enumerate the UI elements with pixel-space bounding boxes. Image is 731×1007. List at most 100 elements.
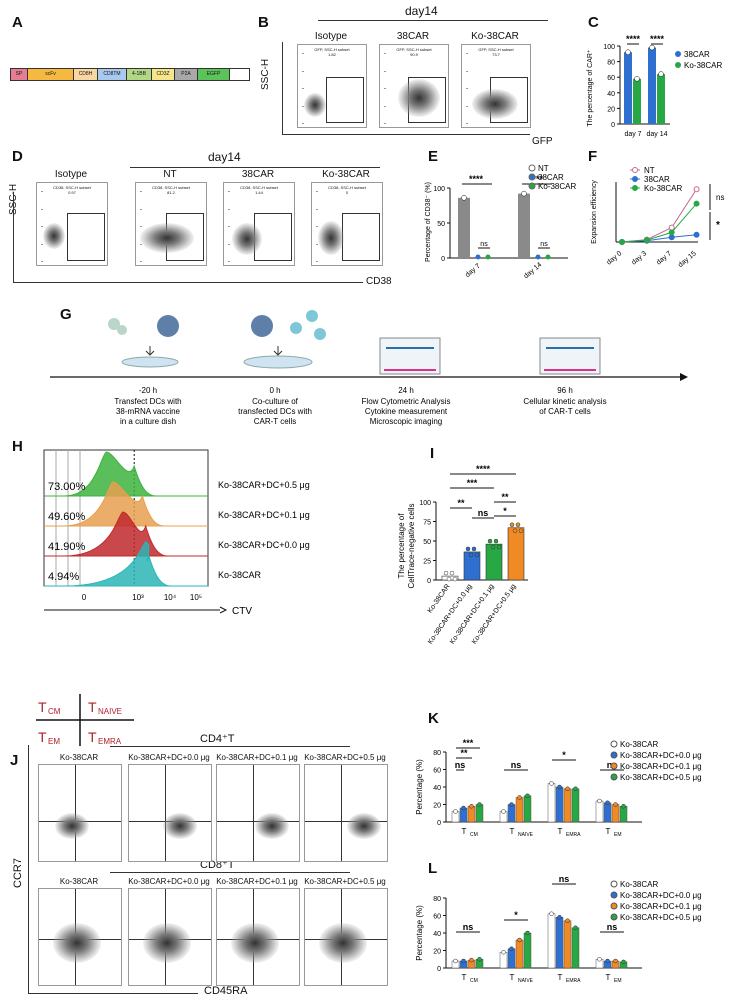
c-xlabel: day 14 bbox=[646, 131, 667, 138]
g-desc-1-1: transfected DCs with bbox=[238, 407, 312, 416]
panel-d-ko-38car-gate bbox=[342, 213, 380, 261]
e-bar-nt-1 bbox=[518, 193, 530, 258]
f-point bbox=[619, 239, 625, 245]
panel-b-38car-gate-name: GFP, SSC-H subset bbox=[396, 47, 432, 52]
l-xlabel-sub-0: CM bbox=[470, 978, 478, 984]
l-point bbox=[469, 957, 474, 963]
f-legend-dot bbox=[632, 167, 638, 173]
g-instrument-1 bbox=[539, 337, 601, 375]
construct-segment-egfp: EGFP bbox=[198, 69, 230, 80]
i-point bbox=[474, 552, 480, 558]
panel-b-38car-ytick-2 bbox=[384, 88, 386, 89]
l-point bbox=[613, 958, 618, 964]
e-low-point bbox=[485, 254, 491, 260]
panel-b-isotype-plot: GFP, SSC-H subset 1.82 bbox=[297, 44, 367, 128]
l-bar-1-2 bbox=[515, 939, 524, 969]
g-desc-2-2: Microscopic imaging bbox=[370, 417, 442, 426]
f-point bbox=[668, 224, 675, 231]
l-ylabel: Percentage (%) bbox=[415, 905, 424, 961]
e-legend-1: 38CAR bbox=[538, 173, 564, 182]
i-point bbox=[452, 576, 458, 582]
panel-letter-i: I bbox=[430, 445, 435, 462]
i-point bbox=[468, 552, 474, 558]
panel-b-isotype-ytick-1 bbox=[302, 70, 304, 72]
l-point bbox=[461, 958, 466, 964]
panel-d-nt-gate-value: 81.2 bbox=[167, 190, 175, 195]
i-point bbox=[493, 538, 499, 544]
i-point bbox=[512, 528, 518, 533]
k-point bbox=[509, 802, 514, 807]
k-bar-2-1 bbox=[555, 786, 564, 823]
f-point bbox=[668, 229, 675, 236]
k-bar-3-1 bbox=[603, 802, 612, 823]
panel-d-nt-gate-name: CD38, SSC-H subset bbox=[152, 185, 190, 190]
i-point bbox=[487, 538, 493, 544]
k-xlabel-sub-0: CM bbox=[470, 832, 478, 838]
construct-segment-cd3z: CD3Z bbox=[152, 69, 175, 80]
c-sig: **** bbox=[626, 34, 641, 44]
c-point bbox=[649, 44, 655, 51]
panel-d-nt-density-0 bbox=[140, 223, 194, 253]
i-point bbox=[509, 522, 515, 527]
k-ytick-label: 60 bbox=[433, 768, 441, 775]
cd45ra-label: CD45RA bbox=[204, 985, 248, 997]
e-sig: **** bbox=[469, 174, 484, 184]
k-bar-3-3 bbox=[619, 806, 628, 823]
panel-d-ko-38car-ytick-3 bbox=[316, 243, 318, 245]
panel-d-nt-ytick-3 bbox=[140, 243, 142, 245]
l-ytick-label: 0 bbox=[437, 966, 441, 973]
panel-c-chart: 0 20 40 60 80 100 The percentage of CAR⁺ day 7 *… bbox=[587, 34, 722, 138]
i-sig-0: **** bbox=[476, 464, 491, 474]
panel-d-isotype-ytick-2 bbox=[41, 226, 43, 227]
l-bar-2-0 bbox=[547, 913, 556, 969]
panel-j-cd8-2-title: Ko-38CAR+DC+0.1 μg bbox=[216, 877, 298, 886]
f-line-2 bbox=[621, 203, 697, 243]
panel-d-nt-ytick-0 bbox=[140, 191, 142, 192]
l-bar-1-3 bbox=[523, 932, 532, 969]
h-xlabel: CTV bbox=[232, 606, 252, 617]
e-legend-dot bbox=[528, 173, 536, 181]
k-sig-2: ns bbox=[455, 760, 466, 770]
c-ytick-label: 40 bbox=[607, 91, 615, 98]
panel-b-38car-title: 38CAR bbox=[396, 31, 430, 42]
k-point bbox=[621, 804, 626, 809]
k-legend-dot bbox=[610, 751, 618, 759]
e-ylabel: Percentage of CD38⁻ (%) bbox=[425, 182, 432, 262]
panel-b-38car-ytick-4 bbox=[384, 123, 386, 124]
panel-b-ko-38car-plot: GFP, SSC-H subset 73.7 bbox=[461, 44, 531, 128]
f-xlabel: day 3 bbox=[631, 250, 649, 266]
k-bar-1-2 bbox=[515, 797, 524, 823]
h-percent-2: 41.90% bbox=[48, 541, 86, 553]
panel-d-38car-title: 38CAR bbox=[241, 169, 275, 180]
l-bar-2-3 bbox=[571, 927, 580, 969]
l-ytick-label: 20 bbox=[433, 949, 441, 956]
cd8-title: CD8⁺T bbox=[200, 859, 235, 871]
panel-b-ko-38car-density-0 bbox=[472, 89, 518, 119]
h-percent-0: 73.00% bbox=[48, 481, 86, 493]
panel-d-ko-38car-ytick-1 bbox=[316, 208, 318, 210]
h-percent-3: 4.94% bbox=[48, 571, 79, 583]
panel-j-cd4-2-vline bbox=[253, 765, 254, 861]
panel-b-38car-gate-value: 90.9 bbox=[410, 52, 418, 57]
k-point bbox=[525, 793, 530, 798]
h-histogram-2 bbox=[63, 511, 168, 557]
e-ns: ns bbox=[540, 241, 548, 248]
quad-t-2: T bbox=[38, 729, 47, 745]
i-xlabel-0: Ko-38CAR bbox=[427, 583, 452, 614]
k-bar-0-3 bbox=[475, 804, 484, 823]
panel-i-chart: 0 25 50 75 100 The percentage of CellTrace-neg… bbox=[397, 464, 528, 646]
panel-d-nt-title: NT bbox=[163, 169, 177, 180]
l-point bbox=[557, 915, 562, 920]
x-axis-arrow-j bbox=[28, 993, 198, 994]
k-bar-3-0 bbox=[595, 800, 604, 823]
panel-j-cd4-3-vline bbox=[341, 765, 342, 861]
e-xlabel: day 7 bbox=[464, 263, 482, 279]
panel-d-nt-ytick-1 bbox=[140, 208, 142, 210]
i-ytick-label: 75 bbox=[423, 520, 431, 527]
g-mrna-1 bbox=[108, 318, 120, 330]
e-legend-0: NT bbox=[538, 164, 549, 173]
l-xlabel-sub-2: EMRA bbox=[566, 978, 581, 984]
panel-d-isotype-ytick-1 bbox=[41, 208, 43, 210]
panel-letter-l: L bbox=[428, 860, 438, 877]
